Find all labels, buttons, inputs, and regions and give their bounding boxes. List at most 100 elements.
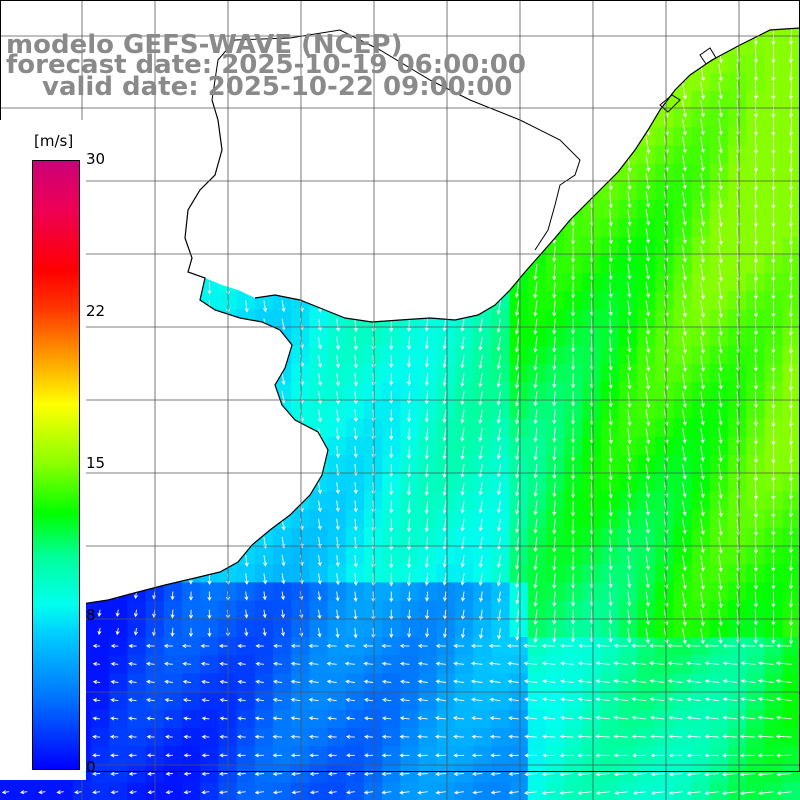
wind-arrow: [92, 734, 101, 739]
wind-arrow: [479, 609, 484, 621]
wind-arrow: [460, 318, 465, 332]
wind-arrow: [771, 482, 776, 501]
wind-arrow: [490, 790, 501, 795]
wind-arrow: [489, 697, 501, 702]
wind-arrow: [110, 679, 119, 685]
field-cell: [309, 764, 329, 784]
wind-arrow: [244, 300, 249, 313]
field-cell: [254, 764, 274, 784]
wind-arrow: [788, 81, 793, 100]
wind-arrow: [317, 573, 322, 585]
wind-arrow: [406, 518, 412, 533]
field-cell: [182, 673, 201, 693]
field-cell: [163, 764, 183, 784]
field-cell: [728, 709, 747, 729]
wind-arrow: [613, 715, 628, 720]
wind-arrow: [753, 373, 758, 390]
field-cell: [273, 782, 292, 800]
wind-arrow: [442, 409, 447, 424]
wind-arrow: [346, 771, 355, 776]
wind-arrow: [442, 336, 447, 350]
wind-arrow: [718, 464, 723, 481]
wind-arrow: [631, 643, 647, 648]
wind-arrow: [56, 790, 64, 795]
wind-arrow: [704, 753, 719, 758]
field-cell: [746, 637, 765, 656]
wind-arrow: [718, 391, 723, 408]
wind-arrow: [645, 336, 651, 354]
wind-arrow: [92, 679, 101, 685]
wind-arrow: [335, 627, 340, 639]
wind-arrow: [613, 643, 628, 648]
wind-arrow: [363, 771, 374, 776]
wind-arrow: [417, 716, 428, 721]
field-cell: [200, 673, 219, 693]
wind-arrow: [645, 154, 651, 173]
wind-arrow: [631, 715, 647, 720]
wind-arrow: [128, 661, 137, 666]
field-cell: [418, 691, 438, 711]
wind-arrow: [147, 790, 155, 795]
field-cell: [491, 746, 511, 765]
wind-arrow: [353, 500, 358, 513]
field-cell: [764, 728, 784, 747]
field-cell: [364, 655, 383, 674]
wind-arrow: [700, 464, 705, 480]
wind-arrow: [753, 627, 758, 644]
wind-arrow: [496, 573, 501, 587]
wind-arrow: [608, 445, 613, 463]
wind-arrow: [327, 716, 337, 721]
wind-arrow: [163, 661, 173, 666]
wind-arrow: [700, 555, 705, 572]
wind-arrow: [560, 643, 574, 648]
wind-arrow: [453, 679, 465, 684]
wind-arrow: [424, 373, 429, 387]
colorbar-tick-22: 22: [86, 302, 106, 320]
wind-arrow: [164, 716, 173, 721]
wind-arrow: [133, 609, 138, 618]
wind-arrow: [753, 191, 759, 210]
field-cell: [673, 673, 693, 693]
wind-arrow: [552, 609, 557, 625]
field-cell: [0, 782, 19, 800]
wind-arrow: [263, 555, 268, 567]
wind-arrow: [201, 716, 210, 721]
field-cell: [709, 746, 729, 765]
field-cell: [364, 728, 383, 747]
field-cell: [436, 728, 456, 747]
wind-arrow: [514, 282, 520, 298]
wind-arrow: [146, 734, 155, 739]
wind-arrow: [645, 591, 650, 607]
wind-arrow: [552, 354, 557, 371]
wind-arrow: [515, 482, 520, 497]
wind-arrow: [570, 427, 576, 444]
wind-arrow: [645, 373, 651, 390]
wind-arrow: [145, 679, 155, 684]
field-cell: [436, 673, 456, 693]
wind-arrow: [704, 734, 719, 739]
wind-arrow: [424, 409, 429, 423]
wind-arrow: [788, 427, 793, 446]
wind-arrow: [263, 573, 268, 585]
wind-arrow: [371, 609, 376, 621]
wind-arrow: [788, 445, 793, 464]
field-cell: [309, 655, 329, 674]
wind-arrow: [170, 627, 175, 637]
field-cell: [364, 709, 383, 729]
wind-arrow: [771, 373, 776, 391]
wind-arrow: [560, 679, 574, 684]
wind-arrow: [771, 118, 776, 137]
field-cell: [455, 691, 474, 711]
wind-arrow: [771, 445, 776, 464]
wind-arrow: [317, 536, 322, 549]
wind-arrow: [632, 790, 647, 795]
field-cell: [673, 728, 693, 747]
wind-arrow: [478, 536, 483, 550]
field-cell: [309, 782, 329, 800]
wind-arrow: [613, 679, 628, 684]
wind-arrow: [627, 391, 632, 408]
field-cell: [473, 637, 492, 656]
wind-arrow: [645, 245, 651, 262]
wind-arrow: [389, 591, 394, 603]
field-cell: [254, 709, 274, 729]
